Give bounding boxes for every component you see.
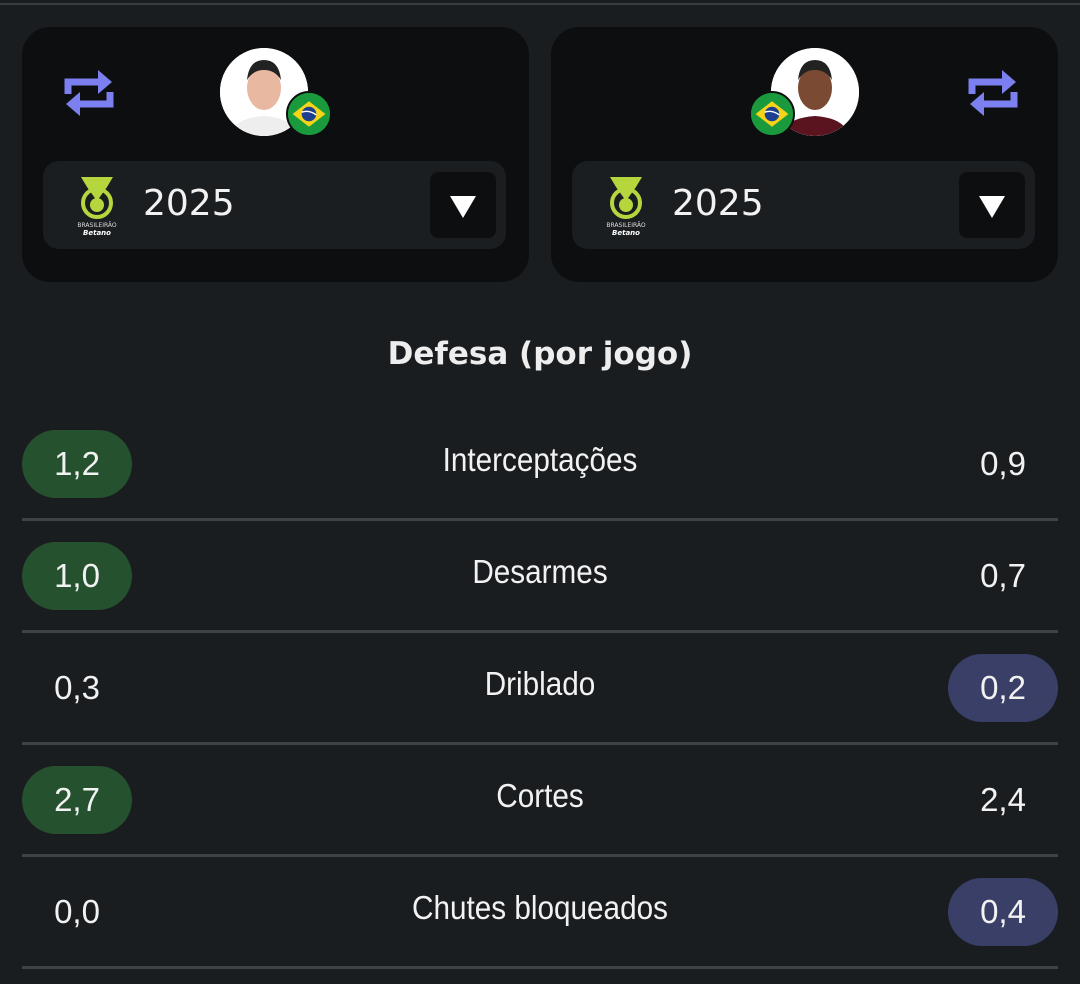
- player-card-2: BRASILEIRÃO Betano 2025: [551, 27, 1058, 282]
- stat-label: Cortes: [496, 777, 584, 814]
- season-value: 2025: [143, 183, 235, 224]
- svg-text:Betano: Betano: [83, 229, 111, 237]
- stat-row: 1,2 Interceptações 0,9: [22, 409, 1058, 521]
- section-title: Defesa (por jogo): [387, 336, 693, 372]
- season-value: 2025: [672, 183, 764, 224]
- stat-row: 0,3 Driblado 0,2: [22, 633, 1058, 745]
- swap-player-icon[interactable]: [60, 64, 118, 122]
- dropdown-chevron-icon[interactable]: [430, 172, 496, 238]
- stat-label: Chutes bloqueados: [412, 889, 668, 926]
- left-player-value: 0,0: [54, 893, 100, 930]
- brazil-flag-icon: [749, 91, 795, 137]
- left-player-value: 2,7: [22, 766, 132, 834]
- right-player-value: 0,9: [980, 445, 1026, 482]
- stat-label: Interceptações: [442, 441, 638, 478]
- brazil-flag-icon: [286, 91, 332, 137]
- svg-text:BRASILEIRÃO: BRASILEIRÃO: [606, 222, 646, 229]
- season-select[interactable]: BRASILEIRÃO Betano 2025: [43, 161, 506, 249]
- swap-player-icon[interactable]: [964, 64, 1022, 122]
- player-avatar: [220, 48, 308, 136]
- right-player-value: 2,4: [980, 781, 1026, 818]
- dropdown-chevron-icon[interactable]: [959, 172, 1025, 238]
- stat-row: 2,7 Cortes 2,4: [22, 745, 1058, 857]
- stat-label: Driblado: [484, 665, 596, 702]
- stat-row: 0,0 Chutes bloqueados 0,4: [22, 857, 1058, 969]
- brasileirao-betano-logo: BRASILEIRÃO Betano: [602, 175, 650, 237]
- left-player-value: 1,0: [22, 542, 132, 610]
- stat-label: Desarmes: [472, 553, 608, 590]
- right-player-value: 0,4: [948, 878, 1058, 946]
- right-player-value: 0,2: [948, 654, 1058, 722]
- season-select[interactable]: BRASILEIRÃO Betano 2025: [572, 161, 1035, 249]
- player-card-1: BRASILEIRÃO Betano 2025: [22, 27, 529, 282]
- svg-text:BRASILEIRÃO: BRASILEIRÃO: [77, 222, 117, 229]
- svg-text:Betano: Betano: [612, 229, 640, 237]
- top-divider: [0, 3, 1080, 5]
- left-player-value: 1,2: [22, 430, 132, 498]
- stat-row: 1,0 Desarmes 0,7: [22, 521, 1058, 633]
- brasileirao-betano-logo: BRASILEIRÃO Betano: [73, 175, 121, 237]
- left-player-value: 0,3: [54, 669, 100, 706]
- right-player-value: 0,7: [980, 557, 1026, 594]
